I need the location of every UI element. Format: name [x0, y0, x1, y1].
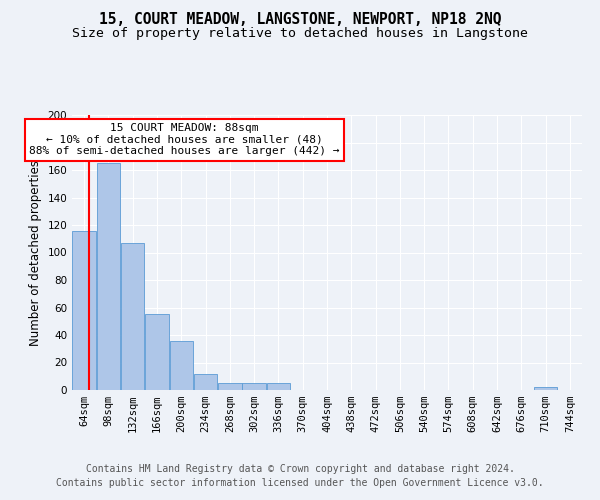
Text: Size of property relative to detached houses in Langstone: Size of property relative to detached ho… [72, 28, 528, 40]
Bar [218, 383, 242, 390]
Text: 15 COURT MEADOW: 88sqm
← 10% of detached houses are smaller (48)
88% of semi-det: 15 COURT MEADOW: 88sqm ← 10% of detached… [29, 123, 340, 156]
Bar [145, 314, 169, 390]
Text: 15, COURT MEADOW, LANGSTONE, NEWPORT, NP18 2NQ: 15, COURT MEADOW, LANGSTONE, NEWPORT, NP… [99, 12, 501, 28]
Y-axis label: Number of detached properties: Number of detached properties [29, 160, 42, 346]
Bar [97, 163, 120, 390]
Bar [534, 387, 557, 390]
Bar [194, 374, 217, 390]
Text: Contains HM Land Registry data © Crown copyright and database right 2024.
Contai: Contains HM Land Registry data © Crown c… [56, 464, 544, 487]
Bar [121, 243, 145, 390]
Bar [170, 340, 193, 390]
Bar [266, 383, 290, 390]
Bar [73, 230, 96, 390]
Bar [242, 383, 266, 390]
